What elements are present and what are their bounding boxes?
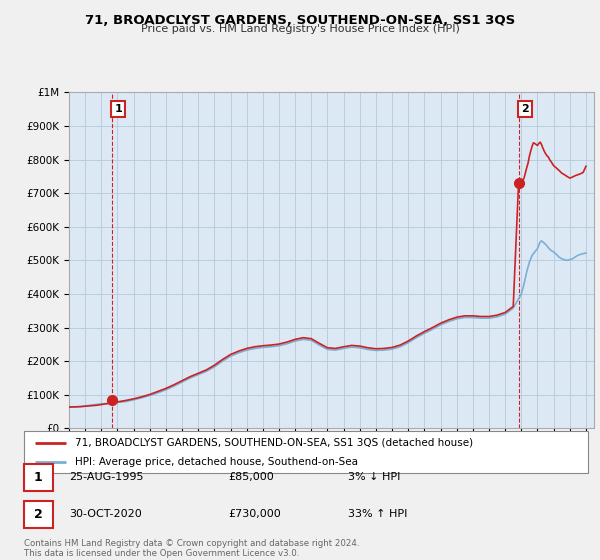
Text: 1: 1 (34, 470, 43, 484)
FancyBboxPatch shape (24, 431, 588, 473)
Text: 25-AUG-1995: 25-AUG-1995 (69, 472, 143, 482)
Text: HPI: Average price, detached house, Southend-on-Sea: HPI: Average price, detached house, Sout… (75, 457, 358, 467)
Text: 1: 1 (114, 104, 122, 114)
Text: 2: 2 (521, 104, 529, 114)
Text: £85,000: £85,000 (228, 472, 274, 482)
Text: £730,000: £730,000 (228, 509, 281, 519)
Text: 3% ↓ HPI: 3% ↓ HPI (348, 472, 400, 482)
Text: 33% ↑ HPI: 33% ↑ HPI (348, 509, 407, 519)
Text: Contains HM Land Registry data © Crown copyright and database right 2024.
This d: Contains HM Land Registry data © Crown c… (24, 539, 359, 558)
Text: 2: 2 (34, 507, 43, 521)
Text: 30-OCT-2020: 30-OCT-2020 (69, 509, 142, 519)
Text: 71, BROADCLYST GARDENS, SOUTHEND-ON-SEA, SS1 3QS: 71, BROADCLYST GARDENS, SOUTHEND-ON-SEA,… (85, 14, 515, 27)
Text: 71, BROADCLYST GARDENS, SOUTHEND-ON-SEA, SS1 3QS (detached house): 71, BROADCLYST GARDENS, SOUTHEND-ON-SEA,… (75, 437, 473, 447)
Text: Price paid vs. HM Land Registry's House Price Index (HPI): Price paid vs. HM Land Registry's House … (140, 24, 460, 34)
